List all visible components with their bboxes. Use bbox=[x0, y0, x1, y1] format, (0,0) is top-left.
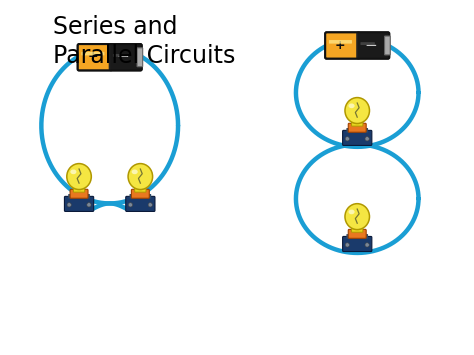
FancyBboxPatch shape bbox=[346, 128, 368, 133]
FancyBboxPatch shape bbox=[352, 119, 363, 126]
FancyBboxPatch shape bbox=[352, 225, 363, 232]
Circle shape bbox=[87, 203, 91, 207]
FancyBboxPatch shape bbox=[135, 185, 146, 192]
FancyBboxPatch shape bbox=[68, 194, 90, 199]
Ellipse shape bbox=[132, 169, 138, 174]
FancyBboxPatch shape bbox=[346, 234, 368, 239]
Ellipse shape bbox=[70, 169, 76, 174]
Circle shape bbox=[148, 203, 152, 207]
FancyBboxPatch shape bbox=[82, 52, 104, 55]
FancyBboxPatch shape bbox=[360, 42, 375, 45]
Text: −: − bbox=[117, 49, 129, 64]
Ellipse shape bbox=[128, 164, 153, 190]
FancyBboxPatch shape bbox=[343, 236, 372, 252]
Ellipse shape bbox=[345, 204, 370, 230]
Text: +: + bbox=[335, 38, 346, 51]
Text: +: + bbox=[87, 50, 98, 63]
FancyBboxPatch shape bbox=[325, 32, 360, 59]
Circle shape bbox=[345, 243, 349, 247]
FancyBboxPatch shape bbox=[126, 196, 155, 212]
Circle shape bbox=[365, 243, 369, 247]
FancyBboxPatch shape bbox=[73, 185, 85, 192]
Text: −: − bbox=[365, 38, 377, 53]
FancyBboxPatch shape bbox=[348, 229, 366, 238]
Ellipse shape bbox=[345, 98, 370, 124]
FancyBboxPatch shape bbox=[357, 32, 389, 59]
FancyBboxPatch shape bbox=[70, 189, 88, 198]
FancyBboxPatch shape bbox=[113, 54, 128, 57]
FancyBboxPatch shape bbox=[384, 36, 390, 55]
FancyBboxPatch shape bbox=[78, 44, 112, 71]
Ellipse shape bbox=[348, 209, 355, 214]
Circle shape bbox=[345, 137, 349, 141]
Circle shape bbox=[67, 203, 71, 207]
FancyBboxPatch shape bbox=[109, 44, 142, 71]
Text: Series and
Parallel Circuits: Series and Parallel Circuits bbox=[53, 15, 235, 67]
Circle shape bbox=[365, 137, 369, 141]
Ellipse shape bbox=[348, 103, 355, 108]
FancyBboxPatch shape bbox=[137, 48, 143, 67]
FancyBboxPatch shape bbox=[329, 40, 352, 44]
FancyBboxPatch shape bbox=[129, 194, 151, 199]
FancyBboxPatch shape bbox=[131, 189, 149, 198]
Circle shape bbox=[128, 203, 133, 207]
FancyBboxPatch shape bbox=[64, 196, 94, 212]
FancyBboxPatch shape bbox=[343, 130, 372, 146]
Ellipse shape bbox=[67, 164, 91, 190]
FancyBboxPatch shape bbox=[348, 123, 366, 132]
